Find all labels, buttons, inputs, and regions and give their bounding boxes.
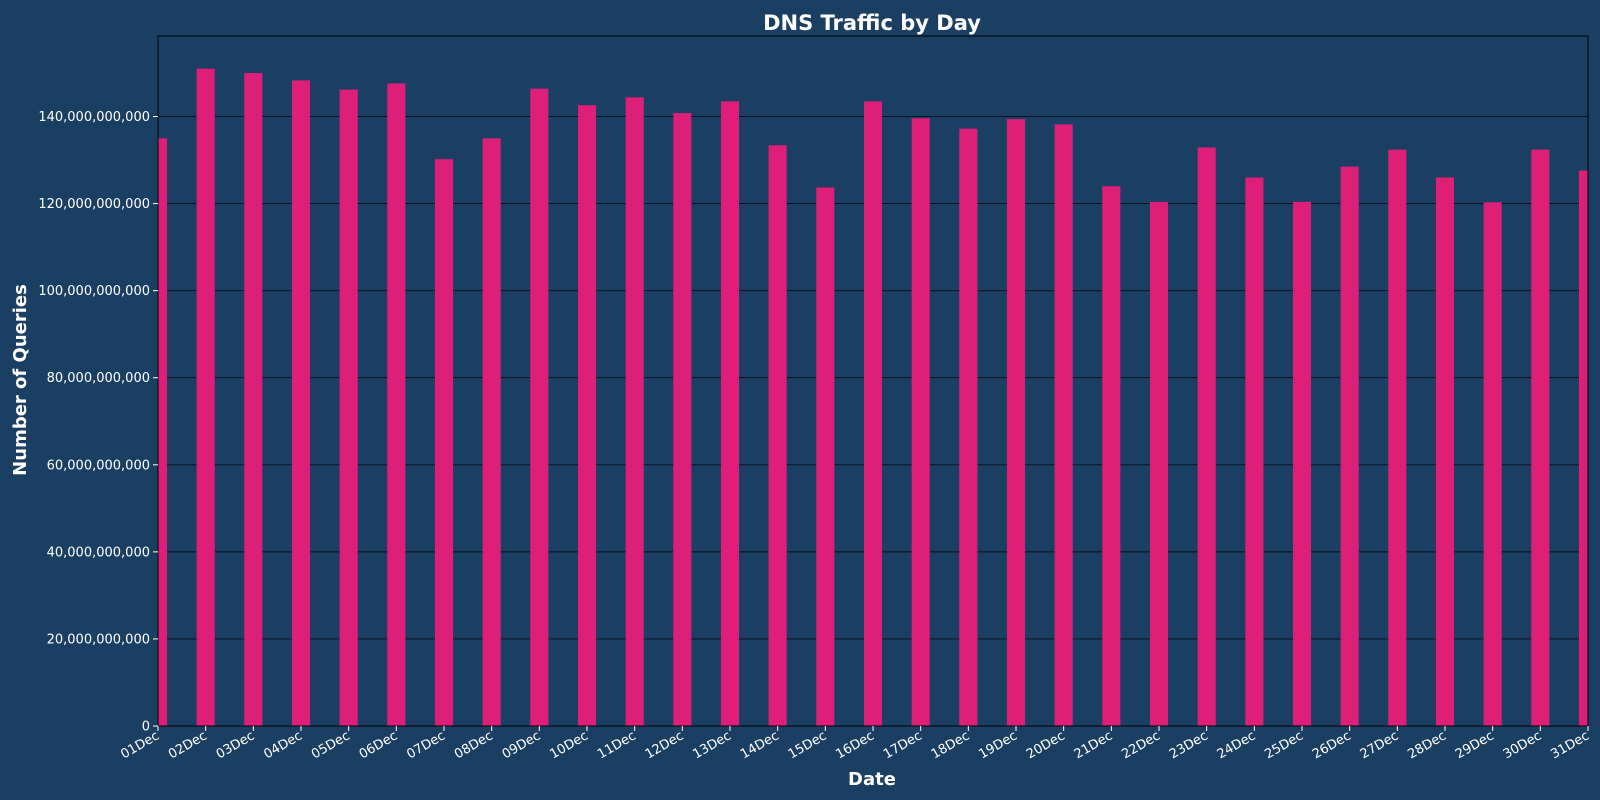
bar-05Dec [339, 89, 358, 726]
bar-12Dec [673, 113, 692, 726]
bar-13Dec [720, 101, 740, 726]
bar-11Dec [625, 97, 644, 726]
bar-03Dec [244, 73, 263, 726]
x-tick-label: 14Dec [738, 728, 782, 762]
bar-04Dec [291, 80, 311, 726]
y-tick-label: 80,000,000,000 [47, 371, 150, 386]
bar-14Dec [768, 145, 787, 726]
bar-31Dec [1578, 170, 1588, 726]
x-tick-label: 25Dec [1262, 728, 1306, 762]
x-tick-label: 06Dec [357, 728, 401, 762]
x-tick-label: 08Dec [452, 728, 496, 762]
x-tick-label: 11Dec [595, 728, 639, 762]
x-tick-label: 29Dec [1453, 728, 1497, 762]
bar-17Dec [911, 118, 930, 726]
x-axis-label: Date [848, 769, 896, 790]
bar-08Dec [482, 138, 501, 726]
x-tick-label: 15Dec [786, 728, 830, 762]
y-tick-label: 40,000,000,000 [47, 545, 150, 560]
bar-30Dec [1531, 149, 1550, 726]
y-tick-label: 60,000,000,000 [47, 458, 150, 473]
bar-06Dec [387, 83, 406, 726]
x-tick-label: 22Dec [1119, 728, 1163, 762]
x-tick-label: 01Dec [118, 728, 162, 762]
x-tick-label: 02Dec [166, 728, 210, 762]
y-axis-ticks: 0 20,000,000,000 40,000,000,000 60,000,000,… [38, 110, 158, 735]
x-axis-ticks: 01Dec 02Dec 03Dec 04Dec 05Dec 06Dec 07Dec 08Dec… [118, 726, 1592, 762]
bar-18Dec [959, 128, 978, 726]
bar-02Dec [196, 68, 215, 726]
bar-25Dec [1292, 201, 1312, 726]
bar-16Dec [863, 101, 883, 726]
x-tick-label: 26Dec [1310, 728, 1354, 762]
y-tick-label: 0 [142, 720, 150, 735]
chart-title: DNS Traffic by Day [763, 11, 981, 35]
x-tick-label: 03Dec [214, 728, 258, 762]
bar-19Dec [1006, 119, 1026, 726]
x-tick-label: 23Dec [1167, 728, 1211, 762]
y-axis-label: Number of Queries [10, 284, 31, 476]
bar-28Dec [1435, 177, 1455, 726]
bar-15Dec [816, 187, 835, 726]
x-tick-label: 27Dec [1358, 728, 1402, 762]
x-tick-label: 30Dec [1501, 728, 1545, 762]
x-tick-label: 16Dec [833, 728, 877, 762]
bar-22Dec [1149, 201, 1169, 726]
y-tick-label: 20,000,000,000 [47, 632, 150, 647]
x-tick-label: 05Dec [309, 728, 353, 762]
bar-20Dec [1054, 124, 1073, 726]
bar-21Dec [1102, 186, 1121, 726]
bar-09Dec [530, 88, 549, 726]
bar-07Dec [434, 159, 454, 726]
bar-26Dec [1340, 166, 1359, 726]
x-tick-label: 31Dec [1548, 728, 1592, 762]
bar-27Dec [1388, 149, 1407, 726]
x-tick-label: 12Dec [643, 728, 687, 762]
y-tick-label: 120,000,000,000 [38, 197, 150, 212]
bar-23Dec [1197, 147, 1216, 726]
bar-29Dec [1483, 202, 1502, 726]
bar-01Dec [158, 138, 168, 726]
x-tick-label: 17Dec [881, 728, 925, 762]
x-tick-label: 18Dec [929, 728, 973, 762]
x-tick-label: 09Dec [500, 728, 544, 762]
x-tick-label: 10Dec [547, 728, 591, 762]
x-tick-label: 20Dec [1024, 728, 1068, 762]
bar-24Dec [1245, 177, 1264, 726]
y-tick-label: 140,000,000,000 [38, 110, 150, 125]
x-tick-label: 13Dec [690, 728, 734, 762]
y-tick-label: 100,000,000,000 [38, 284, 150, 299]
x-tick-label: 24Dec [1215, 728, 1259, 762]
bar-10Dec [577, 105, 597, 726]
bars [158, 68, 1588, 726]
x-tick-label: 04Dec [261, 728, 305, 762]
x-tick-label: 21Dec [1072, 728, 1116, 762]
x-tick-label: 28Dec [1405, 728, 1449, 762]
x-tick-label: 19Dec [976, 728, 1020, 762]
x-tick-label: 07Dec [404, 728, 448, 762]
